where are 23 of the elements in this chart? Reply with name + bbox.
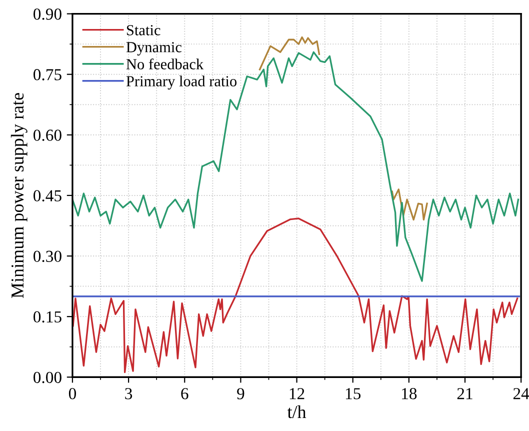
y-axis-title: Minimum power supply rate: [10, 93, 28, 298]
y-tick-label: 0.90: [34, 8, 62, 20]
x-tick-label: 3: [125, 388, 132, 400]
x-tick-label: 21: [457, 388, 472, 400]
y-tick-label: 0.75: [34, 69, 62, 80]
y-tick-label: 0.45: [34, 190, 62, 202]
x-axis-title: t/h: [287, 405, 306, 418]
x-tick-label: 12: [290, 388, 304, 400]
legend-label: Primary load ratio: [126, 76, 237, 90]
y-tick-label: 0.60: [34, 130, 62, 141]
y-tick-label: 0.00: [34, 372, 62, 384]
x-tick-label: 9: [237, 388, 244, 400]
line-series: [72, 218, 518, 374]
x-tick-label: 6: [181, 388, 188, 400]
x-tick-label: 18: [402, 388, 417, 400]
legend-label: Static: [126, 25, 160, 36]
y-tick-label: 0.15: [34, 311, 62, 323]
x-tick-label: 0: [68, 388, 76, 400]
x-tick-label: 24: [513, 388, 529, 400]
y-tick-label: 0.30: [34, 250, 62, 262]
legend-label: No feedback: [126, 58, 204, 70]
legend-label: Dynamic: [126, 42, 182, 56]
x-tick-label: 15: [346, 388, 361, 400]
